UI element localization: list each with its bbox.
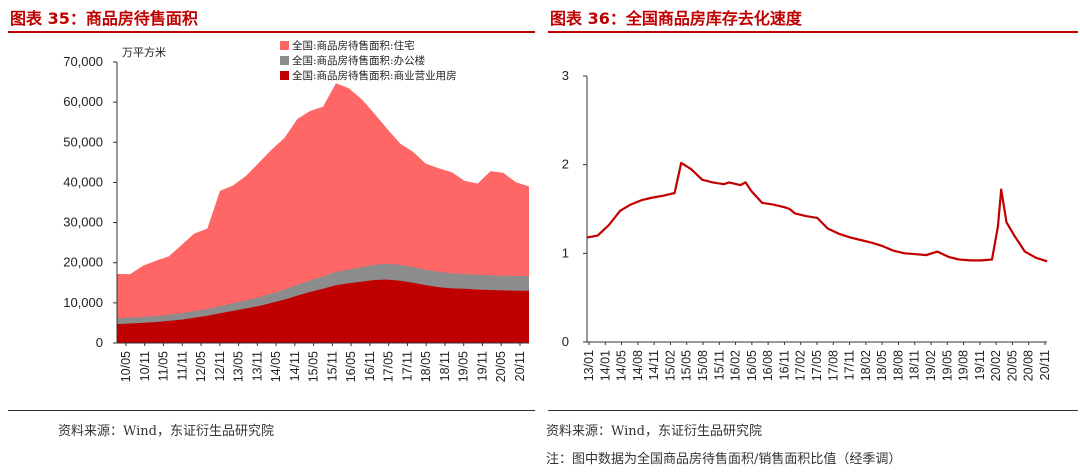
x-tick-label: 18/05 [875, 350, 889, 381]
x-tick-label: 17/05 [382, 351, 396, 382]
legend-label-residential: 全国:商品房待售面积:住宅 [292, 40, 415, 52]
x-tick-label: 20/05 [1005, 350, 1019, 381]
y-tick-label: 60,000 [63, 94, 103, 109]
x-tick-label: 17/02 [794, 350, 808, 381]
y-tick-label: 0 [562, 334, 569, 349]
source-note: 资料来源：Wind，东证衍生品研究院 [546, 424, 762, 439]
x-tick-label: 16/02 [729, 350, 743, 381]
x-tick-label: 19/05 [457, 351, 471, 382]
x-tick-label: 15/05 [307, 351, 321, 382]
left-panel: 图表 35：商品房待售面积 0 10,000 20,000 30,000 40,000 5… [0, 0, 535, 475]
x-tick-label: 20/11 [1038, 350, 1052, 380]
x-tick-label: 15/02 [663, 350, 677, 381]
x-tick-label: 12/05 [194, 351, 208, 382]
x-tick-label: 18/11 [438, 351, 452, 381]
y-tick-label: 50,000 [63, 134, 103, 149]
x-tick-label: 18/02 [859, 350, 873, 381]
footnote: 注：图中数据为全国商品房待售面积/销售面积比值（经季调） [546, 452, 902, 467]
x-tick-label: 14/11 [647, 350, 661, 380]
x-tick-label: 13/05 [232, 351, 246, 382]
unit-label: 万平方米 [122, 46, 166, 59]
y-tick-label: 40,000 [63, 174, 103, 189]
right-panel: 图表 36：全国商品房库存去化速度 0 1 2 3 13/01 14/01 14/05 14/… [540, 0, 1080, 475]
x-tick-label: 14/05 [615, 350, 629, 381]
x-tick-label: 19/05 [940, 350, 954, 381]
x-tick-label: 14/05 [269, 351, 283, 382]
y-tick-label: 3 [562, 68, 569, 83]
source-note: 资料来源：Wind，东证衍生品研究院 [58, 424, 274, 439]
y-tick-label: 2 [562, 157, 569, 172]
x-tick-label: 18/08 [891, 350, 905, 381]
x-tick-label: 16/05 [745, 350, 759, 381]
legend: 全国:商品房待售面积:住宅 全国:商品房待售面积:办公楼 全国:商品房待售面积:… [280, 38, 457, 83]
x-tick-label: 13/01 [582, 350, 596, 381]
chart-title: 图表 35：商品房待售面积 [10, 9, 198, 28]
legend-swatch-office [280, 56, 289, 65]
legend-label-commercial: 全国:商品房待售面积:商业营业用房 [292, 70, 457, 82]
x-tick-label: 14/01 [598, 350, 612, 381]
y-tick-label: 20,000 [63, 255, 103, 270]
x-tick-label: 17/08 [826, 350, 840, 381]
x-tick-label: 15/11 [712, 350, 726, 380]
x-tick-label: 11/11 [175, 351, 189, 380]
x-tick-label: 17/11 [400, 351, 414, 381]
title-rule [548, 31, 1078, 33]
legend-swatch-commercial [280, 71, 289, 80]
y-tick-label: 0 [96, 335, 103, 350]
x-tick-label: 11/05 [157, 351, 171, 381]
x-tick-label: 17/05 [810, 350, 824, 381]
x-tick-label: 19/11 [475, 351, 489, 381]
legend-item-residential: 全国:商品房待售面积:住宅 [280, 38, 457, 53]
x-tick-label: 20/05 [494, 351, 508, 382]
x-tick-label: 18/11 [908, 350, 922, 380]
x-tick-label: 19/08 [957, 350, 971, 381]
footer-rule [8, 410, 535, 411]
line-series [587, 161, 1048, 263]
x-tick-label: 16/11 [363, 351, 377, 381]
legend-swatch-residential [280, 41, 289, 50]
x-tick-label: 14/11 [288, 351, 302, 381]
x-tick-label: 18/05 [419, 351, 433, 382]
x-tick-label: 10/11 [138, 351, 152, 381]
x-tick-label: 16/05 [344, 351, 358, 382]
y-tick-label: 70,000 [63, 54, 103, 69]
x-tick-label: 19/02 [924, 350, 938, 381]
x-tick-label: 16/08 [761, 350, 775, 381]
footer-rule [548, 410, 1078, 411]
x-tick-label: 13/11 [250, 351, 264, 381]
x-tick-label: 15/05 [680, 350, 694, 381]
legend-item-office: 全国:商品房待售面积:办公楼 [280, 53, 457, 68]
area-series [116, 279, 530, 343]
x-tick-label: 16/11 [777, 350, 791, 380]
x-tick-label: 19/11 [973, 350, 987, 380]
x-tick-label: 12/11 [213, 351, 227, 381]
x-tick-label: 17/11 [843, 350, 857, 380]
y-tick-label: 1 [562, 245, 569, 260]
y-tick-label: 30,000 [63, 215, 103, 230]
x-tick-label: 14/08 [631, 350, 645, 381]
chart-title: 图表 36：全国商品房库存去化速度 [550, 9, 802, 28]
x-tick-label: 15/11 [325, 351, 339, 381]
y-tick-label: 10,000 [63, 295, 103, 310]
legend-item-commercial: 全国:商品房待售面积:商业营业用房 [280, 68, 457, 83]
legend-label-office: 全国:商品房待售面积:办公楼 [292, 55, 426, 67]
x-tick-label: 20/02 [989, 350, 1003, 381]
x-tick-label: 20/11 [513, 351, 527, 381]
x-tick-label: 10/05 [119, 351, 133, 382]
stacked-area-chart: 0 10,000 20,000 30,000 40,000 50,000 60,000 70,… [63, 54, 530, 382]
title-rule [8, 31, 535, 33]
x-tick-label: 15/08 [696, 350, 710, 381]
x-tick-label: 20/08 [1022, 350, 1036, 381]
